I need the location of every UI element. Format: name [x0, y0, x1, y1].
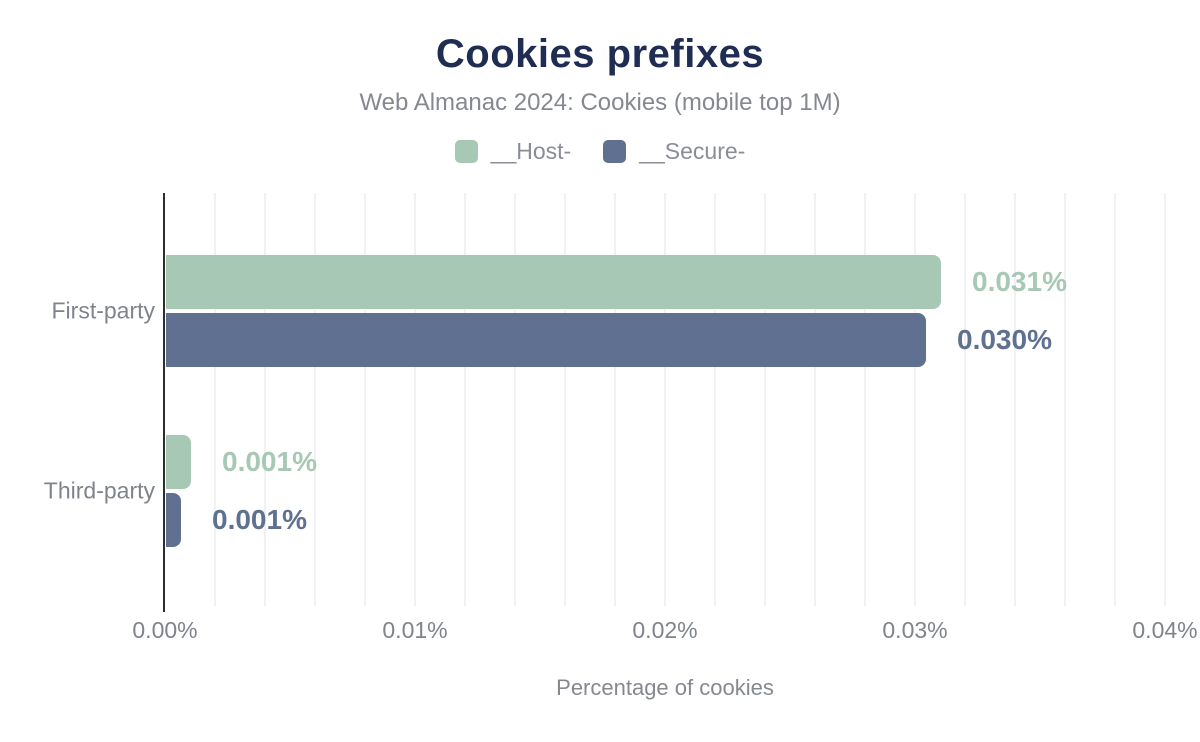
- bar-value-label: 0.001%: [212, 504, 307, 535]
- gridline: [814, 193, 816, 606]
- gridline: [414, 193, 416, 606]
- gridline: [964, 193, 966, 606]
- bar-host-third-party[interactable]: [166, 435, 191, 489]
- gridline: [264, 193, 266, 606]
- plot-area: 0.00% 0.01% 0.02% 0.03% 0.04% First-party 0.03…: [44, 193, 1198, 643]
- bar-value-label: 0.031%: [972, 266, 1067, 297]
- chart-subtitle: Web Almanac 2024: Cookies (mobile top 1M…: [359, 89, 841, 116]
- legend: __Host- __Secure-: [0, 138, 1200, 165]
- gridline: [614, 193, 616, 606]
- y-axis-line: [163, 193, 165, 612]
- chart-title: Cookies prefixes: [435, 32, 765, 76]
- legend-item-secure[interactable]: __Secure-: [603, 138, 745, 165]
- gridline: [864, 193, 866, 606]
- x-axis-tick-label: 0.00%: [132, 617, 198, 643]
- x-axis-tick-label: 0.01%: [382, 617, 448, 643]
- category-label: First-party: [51, 297, 156, 324]
- legend-swatch-icon: [454, 140, 478, 163]
- gridline: [1164, 193, 1166, 606]
- x-axis-tick-label: 0.03%: [882, 617, 948, 643]
- bar-value-label: 0.030%: [957, 324, 1052, 355]
- legend-label: __Host-: [490, 138, 572, 164]
- gridline: [1064, 193, 1066, 606]
- category-label: Third-party: [43, 477, 155, 504]
- gridline: [664, 193, 666, 606]
- gridline: [364, 193, 366, 606]
- gridline: [514, 193, 516, 606]
- gridline: [564, 193, 566, 606]
- gridline: [214, 193, 216, 606]
- gridline: [464, 193, 466, 606]
- gridline: [714, 193, 716, 606]
- x-axis-title: Percentage of cookies: [556, 675, 774, 700]
- legend-label: __Secure-: [639, 138, 746, 164]
- legend-item-host[interactable]: __Host-: [454, 138, 572, 165]
- bar-secure-third-party[interactable]: [166, 493, 181, 547]
- bar-host-first-party[interactable]: [166, 255, 941, 309]
- bar-value-label: 0.001%: [222, 446, 317, 477]
- x-axis-tick-label: 0.04%: [1132, 617, 1198, 643]
- x-axis-tick-label: 0.02%: [632, 617, 698, 643]
- gridline: [1114, 193, 1116, 606]
- gridline: [1014, 193, 1016, 606]
- bar-secure-first-party[interactable]: [166, 313, 926, 367]
- legend-swatch-icon: [603, 140, 627, 163]
- gridline: [914, 193, 916, 606]
- gridline: [314, 193, 316, 606]
- gridline: [764, 193, 766, 606]
